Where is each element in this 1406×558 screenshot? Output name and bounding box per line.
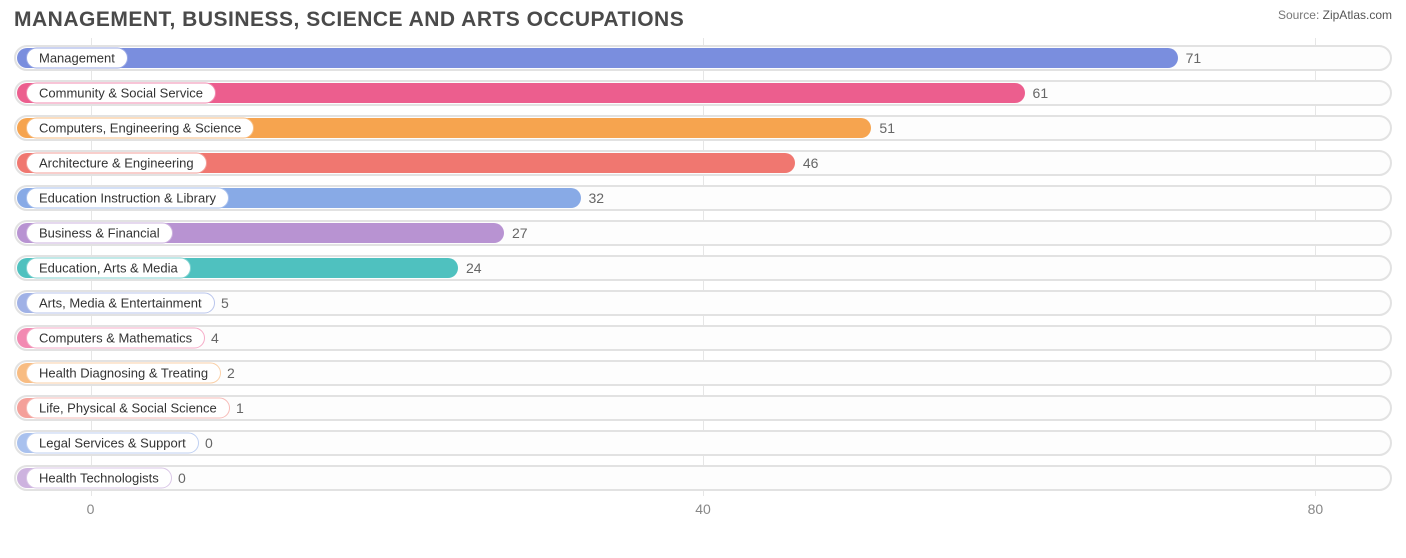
category-chip: Education, Arts & Media: [26, 257, 191, 278]
bar-row: Life, Physical & Social Science1: [14, 390, 1392, 425]
bar-row: Legal Services & Support0: [14, 425, 1392, 460]
bar-row: Health Technologists0: [14, 460, 1392, 495]
bar-row: Community & Social Service 61: [14, 75, 1392, 110]
chart-title: MANAGEMENT, BUSINESS, SCIENCE AND ARTS O…: [14, 8, 684, 32]
bar-row: Architecture & Engineering 46: [14, 145, 1392, 180]
plot-area: Management 71 Community & Social Service 61…: [14, 38, 1392, 524]
category-chip: Life, Physical & Social Science: [26, 397, 230, 418]
source-attribution: Source: ZipAtlas.com: [1278, 8, 1392, 24]
x-axis: 0 40 80: [14, 495, 1392, 523]
category-chip: Community & Social Service: [26, 82, 216, 103]
value-label: 5: [215, 295, 229, 311]
category-chip: Business & Financial: [26, 222, 173, 243]
bar-row: Computers & Mathematics4: [14, 320, 1392, 355]
value-label: 32: [581, 190, 605, 206]
bar-row: Health Diagnosing & Treating2: [14, 355, 1392, 390]
value-label: 71: [1178, 50, 1202, 66]
bar-track: Community & Social Service 61: [14, 80, 1392, 106]
bar-track: Business & Financial 27: [14, 220, 1392, 246]
value-label: 46: [795, 155, 819, 171]
bar-track: Management 71: [14, 45, 1392, 71]
track-border: [14, 465, 1392, 491]
category-chip: Education Instruction & Library: [26, 187, 229, 208]
value-label: 1: [230, 400, 244, 416]
x-tick: 40: [695, 501, 711, 517]
bar-track: Architecture & Engineering 46: [14, 150, 1392, 176]
value-label: 4: [205, 330, 219, 346]
source-value: ZipAtlas.com: [1323, 8, 1392, 22]
bar-track: Arts, Media & Entertainment5: [14, 290, 1392, 316]
source-label: Source:: [1278, 8, 1319, 22]
x-tick: 0: [87, 501, 95, 517]
bar-track: Health Technologists0: [14, 465, 1392, 491]
category-chip: Legal Services & Support: [26, 432, 199, 453]
bar-track: Life, Physical & Social Science1: [14, 395, 1392, 421]
bar-row: Management 71: [14, 40, 1392, 75]
value-label: 2: [221, 365, 235, 381]
category-chip: Health Technologists: [26, 467, 172, 488]
x-tick: 80: [1308, 501, 1324, 517]
track-border: [14, 325, 1392, 351]
bar-track: Legal Services & Support0: [14, 430, 1392, 456]
value-label: 0: [172, 470, 186, 486]
bar-row: Computers, Engineering & Science 51: [14, 110, 1392, 145]
bar-rows: Management 71 Community & Social Service 61…: [14, 38, 1392, 495]
value-label: 24: [458, 260, 482, 276]
bar-track: Computers & Mathematics4: [14, 325, 1392, 351]
value-label: 27: [504, 225, 528, 241]
bar-track: Education Instruction & Library 32: [14, 185, 1392, 211]
chart-header: MANAGEMENT, BUSINESS, SCIENCE AND ARTS O…: [14, 8, 1392, 32]
bar-fill: [17, 48, 1178, 68]
category-chip: Architecture & Engineering: [26, 152, 207, 173]
category-chip: Computers, Engineering & Science: [26, 117, 254, 138]
value-label: 61: [1025, 85, 1049, 101]
category-chip: Management: [26, 47, 128, 68]
bar-track: Computers, Engineering & Science 51: [14, 115, 1392, 141]
track-border: [14, 430, 1392, 456]
category-chip: Health Diagnosing & Treating: [26, 362, 221, 383]
bar-row: Arts, Media & Entertainment5: [14, 285, 1392, 320]
category-chip: Arts, Media & Entertainment: [26, 292, 215, 313]
bar-row: Business & Financial 27: [14, 215, 1392, 250]
chart-container: MANAGEMENT, BUSINESS, SCIENCE AND ARTS O…: [0, 0, 1406, 558]
value-label: 0: [199, 435, 213, 451]
bar-track: Education, Arts & Media 24: [14, 255, 1392, 281]
bar-row: Education, Arts & Media 24: [14, 250, 1392, 285]
bar-track: Health Diagnosing & Treating2: [14, 360, 1392, 386]
bar-row: Education Instruction & Library 32: [14, 180, 1392, 215]
value-label: 51: [871, 120, 895, 136]
category-chip: Computers & Mathematics: [26, 327, 205, 348]
